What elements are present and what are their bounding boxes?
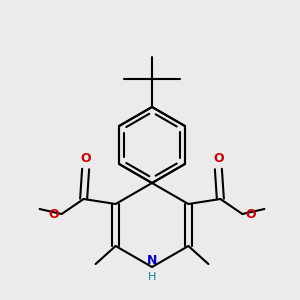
Text: H: H: [148, 272, 156, 282]
Text: O: O: [48, 208, 59, 220]
Text: O: O: [213, 152, 224, 166]
Text: O: O: [80, 152, 91, 166]
Text: N: N: [147, 254, 157, 268]
Text: O: O: [245, 208, 256, 220]
